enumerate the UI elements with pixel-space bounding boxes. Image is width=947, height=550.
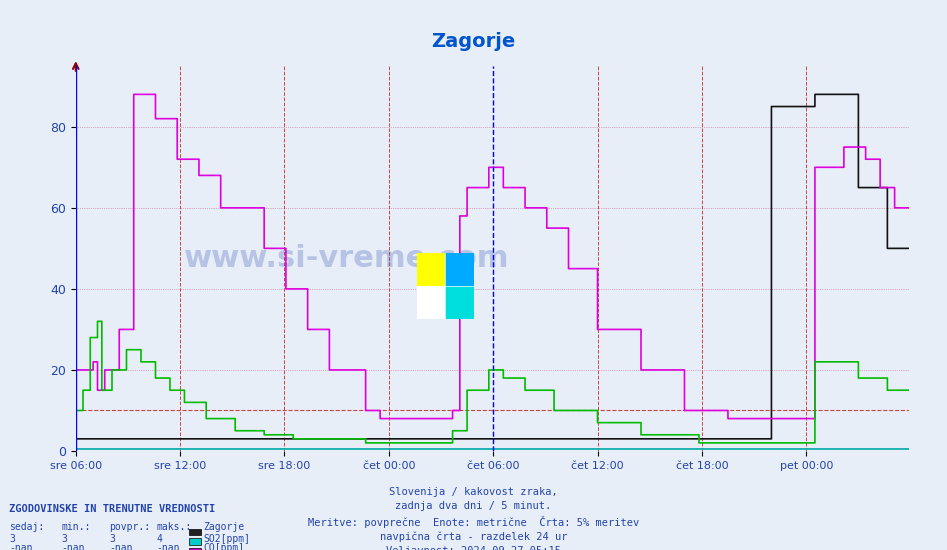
- Text: 3: 3: [109, 534, 115, 543]
- Text: 3: 3: [9, 534, 15, 543]
- Text: 3: 3: [62, 534, 67, 543]
- Text: -nan: -nan: [9, 543, 33, 550]
- Bar: [445, 253, 474, 286]
- Text: -nan: -nan: [156, 543, 180, 550]
- Text: CO[ppm]: CO[ppm]: [204, 543, 244, 550]
- Bar: [417, 286, 445, 319]
- Text: Zagorje: Zagorje: [432, 32, 515, 51]
- Text: min.:: min.:: [62, 522, 91, 532]
- Text: -nan: -nan: [109, 543, 133, 550]
- Text: ZGODOVINSKE IN TRENUTNE VREDNOSTI: ZGODOVINSKE IN TRENUTNE VREDNOSTI: [9, 504, 216, 514]
- Text: SO2[ppm]: SO2[ppm]: [204, 534, 251, 543]
- Text: www.si-vreme.com: www.si-vreme.com: [184, 244, 509, 273]
- Text: maks.:: maks.:: [156, 522, 191, 532]
- Text: povpr.:: povpr.:: [109, 522, 150, 532]
- Text: Slovenija / kakovost zraka,
zadnja dva dni / 5 minut.
Meritve: povprečne  Enote:: Slovenija / kakovost zraka, zadnja dva d…: [308, 487, 639, 550]
- Bar: [445, 286, 474, 319]
- Text: 4: 4: [156, 534, 162, 543]
- Text: -nan: -nan: [62, 543, 85, 550]
- Text: Zagorje: Zagorje: [204, 522, 244, 532]
- Bar: [417, 253, 445, 286]
- Text: sedaj:: sedaj:: [9, 522, 45, 532]
